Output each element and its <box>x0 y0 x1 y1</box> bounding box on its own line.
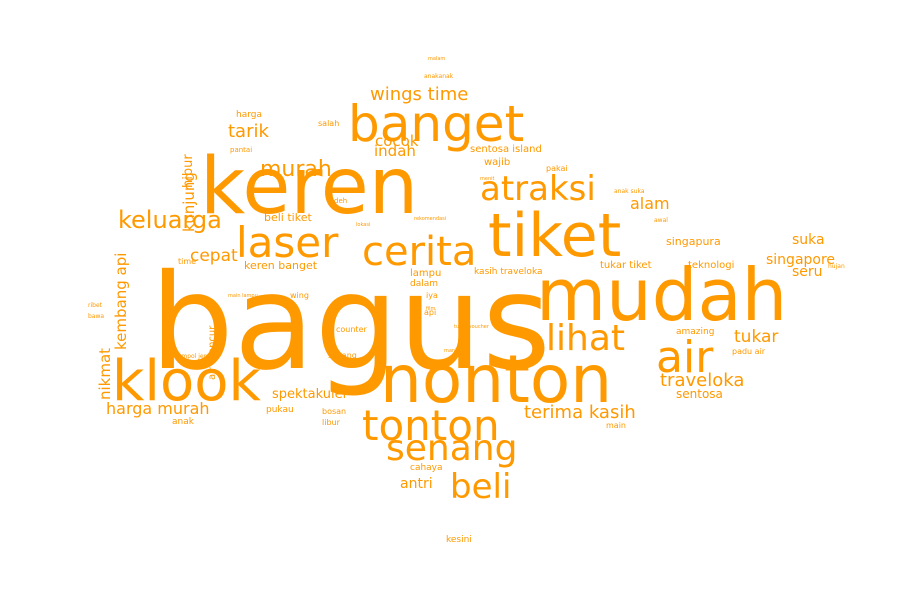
word-spektakuler: spektakuler <box>272 387 349 402</box>
word-harga-murah: harga murah <box>106 399 210 418</box>
word-pantai: pantai <box>230 146 252 154</box>
word-tarik: tarik <box>228 121 269 142</box>
word-kembang-api: kembang api <box>112 253 130 350</box>
word-sentosa: sentosa <box>676 387 723 401</box>
word-beli: beli <box>450 467 511 507</box>
word-mudah: mudah <box>536 253 787 337</box>
word-beli-tiket: beli tiket <box>264 211 312 224</box>
word-air-mancur: air mancur <box>207 325 218 380</box>
word-counter: counter <box>336 325 367 334</box>
word-kunjung: kunjung <box>180 172 198 232</box>
word-salah: salah <box>318 119 339 128</box>
word-tukar-tiket: tukar tiket <box>600 260 652 271</box>
word-ribet: ribet <box>88 302 103 309</box>
word-menit: menit <box>480 176 495 182</box>
word-senang: senang <box>386 428 517 469</box>
word-banget: banget <box>348 95 524 153</box>
word-lokasi: lokasi <box>356 222 370 228</box>
word-cocok: cocok <box>375 132 419 150</box>
word-bawa: bawa <box>88 313 104 320</box>
word-anak: anak <box>172 417 195 427</box>
word-malam: malam <box>428 56 445 62</box>
word-pakai: pakai <box>546 164 568 173</box>
word-alam: alam <box>630 194 670 213</box>
word-main: main <box>606 421 626 430</box>
word-sentosa-island: sentosa island <box>470 144 542 155</box>
word-air: air <box>656 332 714 383</box>
word-film: film <box>426 306 436 312</box>
word-jempol-jempol: jempol jempol <box>175 353 219 360</box>
word-suka: suka <box>792 232 825 248</box>
word-singapura: singapura <box>666 235 721 248</box>
word-traveloka: traveloka <box>660 370 744 391</box>
word-antri: antri <box>400 476 433 492</box>
word-deh: deh <box>334 197 347 205</box>
word-lihat: lihat <box>546 318 625 359</box>
word-kesini: kesini <box>446 535 472 545</box>
word-kasih-traveloka: kasih traveloka <box>474 267 543 277</box>
word-wing: wing <box>290 291 309 300</box>
word-murah: murah <box>260 157 332 182</box>
word-tukar-voucher: tukar voucher <box>454 324 490 330</box>
word-atraksi: atraksi <box>480 169 596 209</box>
word-wajib: wajib <box>484 157 510 168</box>
word-awal: awal <box>654 217 668 224</box>
word-seru: seru <box>792 264 823 280</box>
word-main-lampu: main lampu <box>228 293 258 299</box>
word-keluarga: keluarga <box>118 206 222 234</box>
word-laser: laser <box>236 218 339 267</box>
word-wings-time: wings time <box>370 84 468 105</box>
word-singapore: singapore <box>766 252 835 268</box>
word-teknologi: teknologi <box>688 260 734 271</box>
word-nikmat: nikmat <box>96 348 114 400</box>
word-tukar: tukar <box>734 327 778 347</box>
word-hujan: hujan <box>828 263 845 270</box>
word-rekomendasi: rekomendasi <box>414 216 446 222</box>
word-bagus: bagus <box>150 246 551 400</box>
word-cahaya: cahaya <box>410 463 443 473</box>
word-keren: keren <box>200 142 418 232</box>
word-time: time <box>178 257 196 266</box>
word-cerita: cerita <box>362 229 476 275</box>
word-pukau: pukau <box>266 405 294 415</box>
word-anak-suka: anak suka <box>614 188 645 195</box>
word-anakanak: anakanak <box>424 73 454 80</box>
word-lampu: lampu <box>410 268 441 279</box>
word-padu-air: padu air <box>732 347 766 356</box>
word-indah: indah <box>374 142 416 160</box>
word-api: api <box>424 308 436 317</box>
word-klook: klook <box>112 349 262 414</box>
word-keren-banget: keren banget <box>244 259 318 272</box>
word-dalam: dalam <box>410 279 438 289</box>
word-iya: iya <box>426 291 438 300</box>
word-hibur: hibur <box>181 154 196 188</box>
word-terima-kasih: terima kasih <box>524 402 636 423</box>
word-cepat: cepat <box>190 246 238 266</box>
word-mantap: mantap <box>444 348 463 354</box>
word-tonton: tonton <box>362 401 500 450</box>
word-nonton: nonton <box>380 341 612 418</box>
word-sayang: sayang <box>328 351 357 360</box>
word-libur: libur <box>322 418 341 427</box>
word-bosan: bosan <box>322 407 346 416</box>
word-tiket: tiket <box>488 201 621 271</box>
word-amazing: amazing <box>676 327 714 337</box>
word-harga: harga <box>236 110 262 120</box>
